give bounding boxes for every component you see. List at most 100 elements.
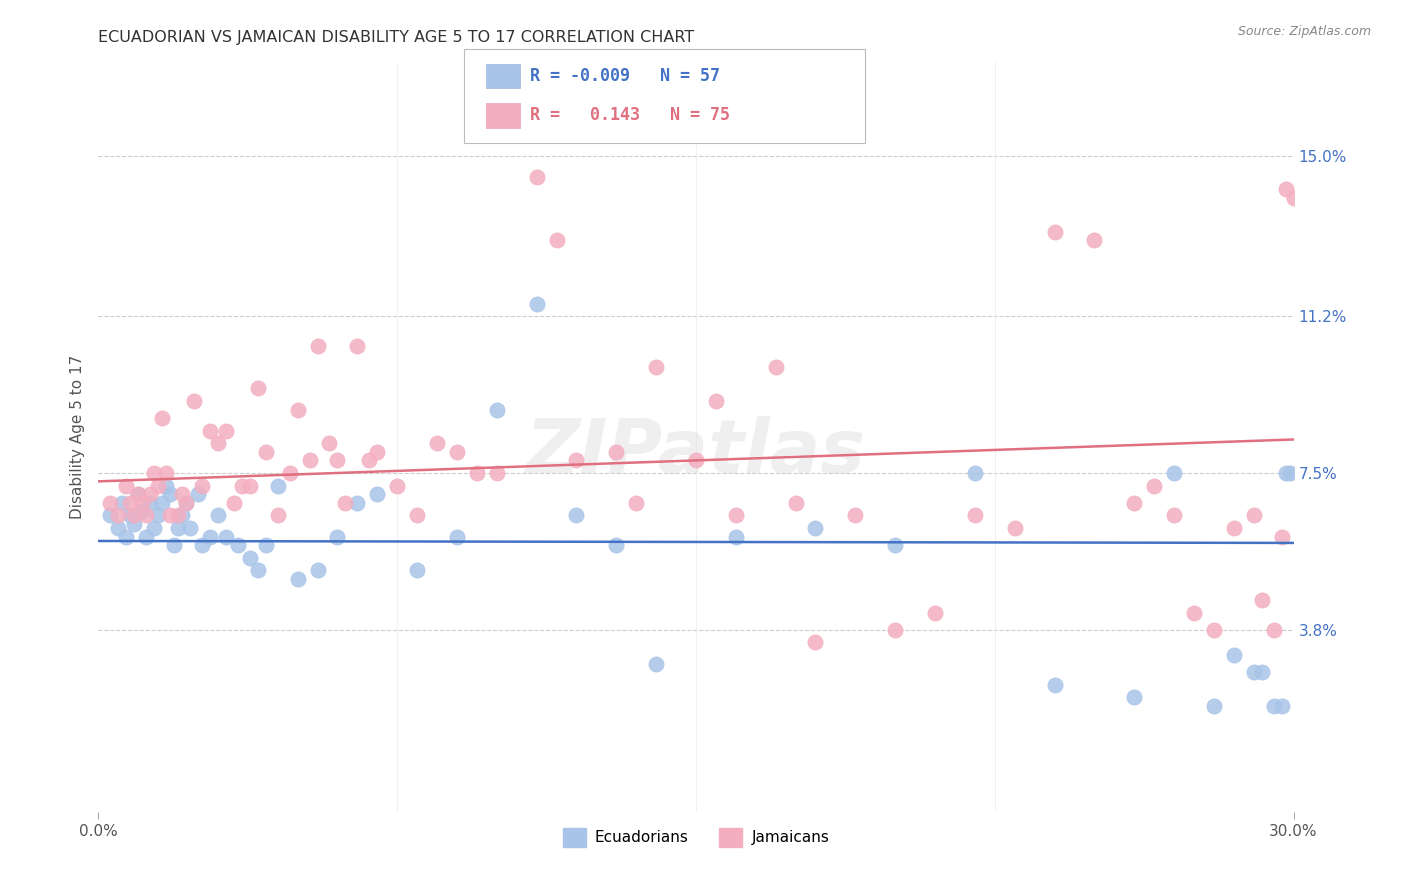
Point xyxy=(139,496,162,510)
Point xyxy=(155,466,177,480)
Point xyxy=(120,508,142,523)
Point xyxy=(645,360,668,375)
Point xyxy=(287,402,309,417)
Point xyxy=(1143,479,1166,493)
Point xyxy=(120,496,142,510)
Point xyxy=(1278,466,1301,480)
Point xyxy=(1202,698,1225,713)
Point xyxy=(385,479,409,493)
Point xyxy=(183,394,205,409)
Point xyxy=(131,504,153,518)
Point xyxy=(546,233,568,247)
Text: R = -0.009   N = 57: R = -0.009 N = 57 xyxy=(530,67,720,85)
Point xyxy=(366,445,388,459)
Point xyxy=(172,487,194,501)
Point xyxy=(1163,466,1185,480)
Point xyxy=(626,496,648,510)
Point xyxy=(159,487,181,501)
Point xyxy=(1163,508,1185,523)
Point xyxy=(1202,623,1225,637)
Point xyxy=(804,521,827,535)
Point xyxy=(565,453,588,467)
Point xyxy=(254,445,277,459)
Point xyxy=(150,496,173,510)
Point xyxy=(239,550,262,565)
Point xyxy=(605,445,627,459)
Point xyxy=(318,436,340,450)
Text: ZIPatlas: ZIPatlas xyxy=(526,416,866,489)
Point xyxy=(1274,466,1296,480)
Legend: Ecuadorians, Jamaicans: Ecuadorians, Jamaicans xyxy=(557,822,835,853)
Point xyxy=(191,538,214,552)
Point xyxy=(179,521,201,535)
Point xyxy=(335,496,357,510)
Point xyxy=(1083,233,1105,247)
Point xyxy=(1250,665,1272,679)
Point xyxy=(1271,530,1294,544)
Point xyxy=(366,487,388,501)
Point xyxy=(198,530,221,544)
Point xyxy=(115,479,138,493)
Point xyxy=(1243,508,1265,523)
Point xyxy=(135,530,157,544)
Point xyxy=(167,521,190,535)
Point xyxy=(406,508,429,523)
Point xyxy=(187,487,209,501)
Point xyxy=(485,466,508,480)
Point xyxy=(724,530,747,544)
Point xyxy=(1123,690,1146,705)
Point xyxy=(107,508,129,523)
Point xyxy=(278,466,301,480)
Point xyxy=(963,508,986,523)
Point xyxy=(1282,191,1305,205)
Y-axis label: Disability Age 5 to 17: Disability Age 5 to 17 xyxy=(69,355,84,519)
Point xyxy=(1123,496,1146,510)
Point xyxy=(465,466,488,480)
Point xyxy=(139,487,162,501)
Point xyxy=(215,424,238,438)
Point xyxy=(246,563,269,577)
Point xyxy=(239,479,262,493)
Point xyxy=(267,508,290,523)
Point xyxy=(198,424,221,438)
Point xyxy=(1263,698,1285,713)
Point xyxy=(1263,623,1285,637)
Point xyxy=(1004,521,1026,535)
Point xyxy=(485,402,508,417)
Point xyxy=(785,496,807,510)
Point xyxy=(148,508,170,523)
Text: ECUADORIAN VS JAMAICAN DISABILITY AGE 5 TO 17 CORRELATION CHART: ECUADORIAN VS JAMAICAN DISABILITY AGE 5 … xyxy=(98,29,695,45)
Point xyxy=(346,496,368,510)
Text: R =   0.143   N = 75: R = 0.143 N = 75 xyxy=(530,106,730,124)
Point xyxy=(326,453,349,467)
Point xyxy=(127,487,149,501)
Point xyxy=(685,453,707,467)
Point xyxy=(143,466,166,480)
Point xyxy=(963,466,986,480)
Point xyxy=(1043,678,1066,692)
Point xyxy=(1250,593,1272,607)
Point xyxy=(174,496,197,510)
Point xyxy=(148,479,170,493)
Point xyxy=(98,508,122,523)
Point xyxy=(1043,225,1066,239)
Point xyxy=(135,508,157,523)
Point xyxy=(287,572,309,586)
Point xyxy=(446,530,468,544)
Point xyxy=(246,381,269,395)
Point xyxy=(1271,698,1294,713)
Point xyxy=(884,623,907,637)
Point xyxy=(143,521,166,535)
Point xyxy=(254,538,277,552)
Point xyxy=(765,360,787,375)
Point xyxy=(163,538,186,552)
Point xyxy=(724,508,747,523)
Point xyxy=(704,394,727,409)
Point xyxy=(98,496,122,510)
Point xyxy=(222,496,245,510)
Point xyxy=(159,508,181,523)
Point xyxy=(359,453,381,467)
Point xyxy=(605,538,627,552)
Point xyxy=(526,169,548,184)
Point xyxy=(1243,665,1265,679)
